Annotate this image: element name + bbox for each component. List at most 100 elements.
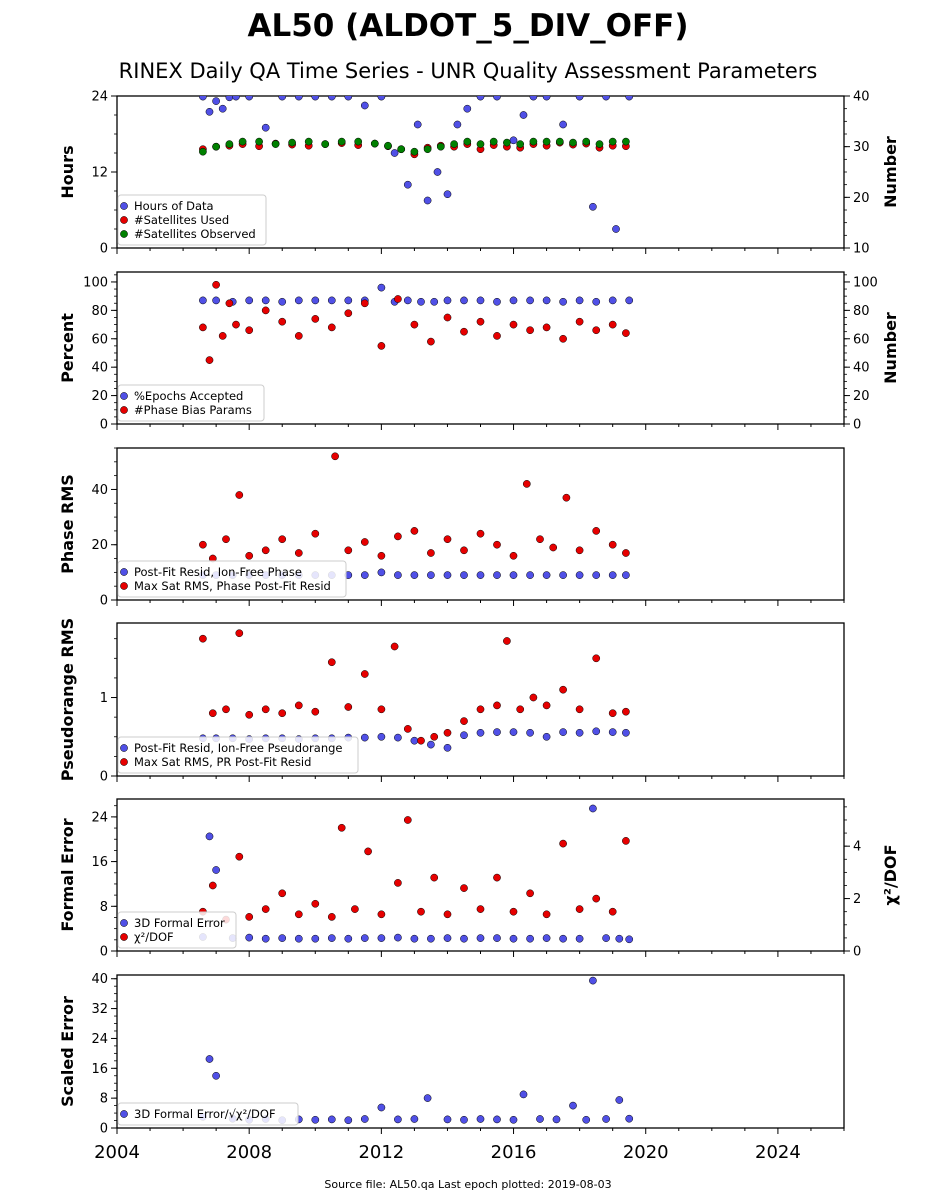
y-tick-label: 20 — [91, 538, 108, 553]
data-marks — [199, 96, 634, 233]
data-point — [394, 933, 402, 942]
data-point — [460, 884, 468, 892]
legend-label: Post-Fit Resid, Ion-Free Pseudorange — [134, 741, 342, 755]
data-point — [304, 137, 313, 146]
data-point — [476, 140, 485, 148]
data-point — [575, 296, 584, 305]
data-point — [443, 934, 452, 942]
data-point — [377, 910, 386, 919]
data-point — [294, 96, 303, 101]
data-point — [436, 142, 445, 151]
data-point — [278, 96, 287, 101]
data-point — [516, 140, 525, 148]
data-point — [331, 452, 339, 461]
legend-marker — [120, 919, 128, 927]
panel-4: 0 1 Pseudorange RMS Post-Fit Resid, Ion-Fre… — [58, 618, 845, 785]
y-tick-label: 0 — [100, 594, 108, 609]
data-point — [602, 1115, 610, 1123]
data-point — [410, 571, 419, 579]
data-point — [463, 104, 472, 113]
data-point — [360, 538, 369, 546]
data-point — [443, 313, 452, 322]
legend: %Epochs Accepted#Phase Bias Params — [117, 384, 265, 422]
x-tick-label: 2020 — [623, 1142, 669, 1163]
data-point — [205, 356, 214, 364]
series-3 — [199, 137, 630, 156]
y-tick-label: 1 — [100, 691, 108, 706]
data-point — [443, 1115, 452, 1124]
data-point — [245, 296, 254, 305]
legend-label: #Satellites Observed — [134, 227, 256, 241]
data-point — [575, 934, 584, 943]
data-point — [575, 317, 584, 326]
data-point — [225, 96, 234, 102]
data-point — [294, 332, 303, 340]
data-point — [602, 934, 610, 942]
x-tick-label: 2004 — [94, 1142, 140, 1163]
data-point — [559, 334, 567, 343]
data-point — [542, 296, 551, 305]
data-point — [460, 546, 468, 555]
data-point — [476, 905, 485, 913]
data-point — [311, 1115, 320, 1124]
data-point — [526, 889, 534, 898]
data-point — [575, 905, 584, 913]
data-point — [278, 297, 287, 306]
data-point — [615, 934, 624, 943]
y-tick-label: 60 — [91, 332, 108, 347]
legend-label: %Epochs Accepted — [134, 389, 243, 403]
data-point — [509, 907, 518, 916]
data-point — [493, 873, 501, 882]
data-point — [460, 571, 468, 579]
legend-label: Max Sat RMS, PR Post-Fit Resid — [134, 755, 311, 769]
data-point — [423, 145, 432, 154]
data-point — [394, 733, 402, 742]
series-2 — [199, 452, 630, 563]
data-point — [321, 140, 330, 148]
data-point — [625, 296, 634, 305]
data-point — [288, 138, 296, 147]
data-point — [509, 296, 518, 305]
data-point — [622, 329, 630, 337]
data-point — [327, 323, 336, 332]
data-point — [450, 140, 458, 148]
data-point — [344, 309, 353, 318]
data-point — [245, 710, 254, 719]
data-point — [559, 839, 567, 848]
data-point — [443, 728, 452, 737]
legend-label: Post-Fit Resid, Ion-Free Phase — [134, 565, 302, 579]
data-point — [476, 571, 485, 579]
data-point — [344, 96, 353, 101]
data-point — [294, 910, 303, 919]
data-point — [360, 1115, 369, 1123]
data-point — [509, 320, 518, 329]
data-point — [625, 96, 634, 101]
data-point — [522, 480, 531, 488]
legend-label: 3D Formal Error/√χ²/DOF — [134, 1107, 276, 1121]
y2-tick-label: 100 — [853, 275, 878, 290]
y-tick-label: 0 — [100, 770, 108, 785]
data-point — [562, 493, 571, 502]
data-point — [559, 685, 567, 694]
y-tick-label: 24 — [91, 90, 108, 105]
y2-tick-label: 20 — [853, 389, 870, 404]
figure-subtitle: RINEX Daily QA Time Series - UNR Quality… — [119, 59, 818, 83]
data-point — [622, 728, 630, 737]
data-point — [608, 137, 617, 146]
data-point — [460, 296, 468, 305]
data-point — [311, 707, 320, 716]
data-point — [354, 137, 363, 146]
data-point — [245, 913, 254, 921]
legend-marker — [120, 568, 128, 576]
data-point — [390, 642, 399, 651]
data-point — [582, 137, 591, 146]
data-point — [245, 96, 254, 101]
legend-label: 3D Formal Error — [134, 916, 225, 930]
data-point — [394, 295, 402, 303]
data-point — [443, 296, 452, 305]
data-point — [493, 96, 501, 101]
data-point — [476, 1115, 485, 1123]
y-tick-label: 12 — [91, 166, 108, 181]
legend-marker — [120, 230, 128, 238]
